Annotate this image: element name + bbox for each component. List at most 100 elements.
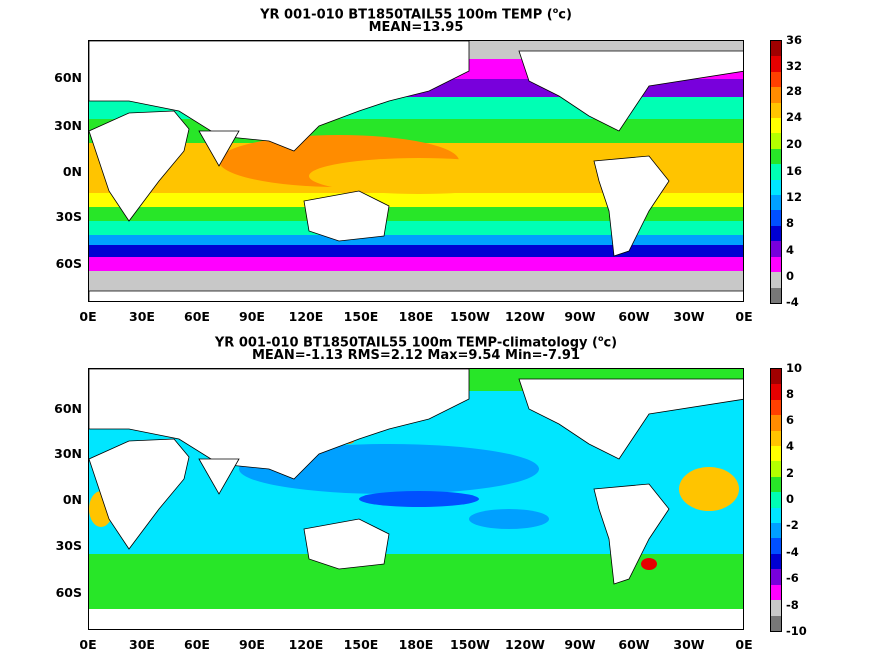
top-ylabel-0n: 0N <box>62 164 82 179</box>
colorbar-swatch <box>771 553 781 570</box>
bottom-cbar-label: -6 <box>786 571 799 585</box>
top-cbar-label: 36 <box>786 33 803 47</box>
colorbar-swatch <box>771 492 781 508</box>
colorbar-swatch <box>771 569 781 585</box>
top-cbar-label: 8 <box>786 216 795 230</box>
colorbar-swatch <box>771 118 781 134</box>
colorbar-swatch <box>771 430 781 447</box>
bottom-cbar-label: 0 <box>786 492 795 506</box>
bottom-map-svg <box>89 369 743 629</box>
colorbar-swatch <box>771 272 781 288</box>
top-ylabel-60n: 60N <box>54 70 82 85</box>
colorbar-swatch <box>771 133 781 149</box>
top-xlabel: 90E <box>239 309 265 324</box>
bottom-xlabel: 120E <box>288 637 324 652</box>
top-cbar-label: 0 <box>786 269 795 283</box>
colorbar-swatch <box>771 179 781 196</box>
bottom-xlabel: 60W <box>618 637 650 652</box>
top-cbar-label: 4 <box>786 243 795 257</box>
bottom-cbar-label: 10 <box>786 361 803 375</box>
bottom-xlabel: 0E <box>735 637 753 652</box>
top-xlabel: 60W <box>618 309 650 324</box>
colorbar-swatch <box>771 210 781 226</box>
colorbar-swatch <box>771 87 781 103</box>
colorbar-swatch <box>771 148 781 165</box>
bottom-xlabel: 30E <box>129 637 155 652</box>
top-xlabel: 150W <box>450 309 490 324</box>
bottom-xlabel: 90W <box>564 637 596 652</box>
top-cbar-label: 16 <box>786 164 803 178</box>
bottom-cbar-label: -2 <box>786 518 799 532</box>
bottom-panel-subtitle: MEAN=-1.13 RMS=2.12 Max=9.54 Min=-7.91 <box>251 348 581 363</box>
top-xlabel: 180E <box>398 309 434 324</box>
bottom-xlabel: 150W <box>450 637 490 652</box>
colorbar-swatch <box>771 476 781 493</box>
bottom-xlabel: 150E <box>343 637 379 652</box>
colorbar-swatch <box>771 584 781 601</box>
top-xlabel: 120W <box>505 309 545 324</box>
colorbar-swatch <box>771 195 781 211</box>
top-ylabel-30n: 30N <box>54 118 82 133</box>
top-map-svg <box>89 41 743 301</box>
bottom-ylabel-30s: 30S <box>55 538 82 553</box>
top-xlabel: 30E <box>129 309 155 324</box>
bottom-ylabel-30n: 30N <box>54 446 82 461</box>
bottom-cbar-label: -8 <box>786 598 799 612</box>
top-ylabel-30s: 30S <box>55 209 82 224</box>
colorbar-swatch <box>771 369 781 385</box>
bottom-ylabel-0n: 0N <box>62 492 82 507</box>
bottom-xlabel: 120W <box>505 637 545 652</box>
colorbar-swatch <box>771 461 781 477</box>
bottom-cbar-label: 6 <box>786 413 795 427</box>
top-panel-title: YR 001-010 BT1850TAIL55 100m TEMP (oc) <box>260 6 572 23</box>
bottom-anomaly-map <box>88 368 744 630</box>
bottom-ylabel-60s: 60S <box>55 585 82 600</box>
top-cbar-label: 32 <box>786 59 803 73</box>
bottom-cbar-label: 2 <box>786 466 795 480</box>
top-colorbar <box>770 40 782 304</box>
colorbar-swatch <box>771 256 781 273</box>
top-cbar-label: 20 <box>786 137 803 151</box>
colorbar-swatch <box>771 164 781 180</box>
colorbar-swatch <box>771 71 781 88</box>
top-cbar-label: 12 <box>786 190 803 204</box>
bottom-xlabel: 0E <box>79 637 97 652</box>
colorbar-swatch <box>771 446 781 462</box>
top-panel-subtitle: MEAN=13.95 <box>368 20 464 35</box>
colorbar-swatch <box>771 415 781 431</box>
bottom-xlabel: 60E <box>184 637 210 652</box>
bottom-cbar-label: -4 <box>786 545 799 559</box>
top-cbar-label: -4 <box>786 295 799 309</box>
bottom-cbar-label: 4 <box>786 439 795 453</box>
colorbar-swatch <box>771 241 781 257</box>
top-cbar-label: 24 <box>786 110 803 124</box>
colorbar-swatch <box>771 538 781 554</box>
bottom-panel-title: YR 001-010 BT1850TAIL55 100m TEMP-climat… <box>214 334 618 351</box>
top-xlabel: 120E <box>288 309 324 324</box>
bottom-xlabel: 180E <box>398 637 434 652</box>
colorbar-swatch <box>771 399 781 416</box>
colorbar-swatch <box>771 384 781 400</box>
top-temperature-map <box>88 40 744 302</box>
colorbar-swatch <box>771 600 781 616</box>
top-xlabel: 0E <box>735 309 753 324</box>
top-xlabel: 30W <box>673 309 705 324</box>
bottom-ylabel-60n: 60N <box>54 401 82 416</box>
top-cbar-label: 28 <box>786 84 803 98</box>
colorbar-swatch <box>771 56 781 72</box>
colorbar-swatch <box>771 225 781 242</box>
top-xlabel: 0E <box>79 309 97 324</box>
bottom-xlabel: 90E <box>239 637 265 652</box>
top-xlabel: 90W <box>564 309 596 324</box>
bottom-xlabel: 30W <box>673 637 705 652</box>
top-ylabel-60s: 60S <box>55 256 82 271</box>
bottom-colorbar <box>770 368 782 632</box>
colorbar-swatch <box>771 523 781 539</box>
top-xlabel: 150E <box>343 309 379 324</box>
bottom-cbar-label: 8 <box>786 387 795 401</box>
colorbar-swatch <box>771 507 781 524</box>
top-xlabel: 60E <box>184 309 210 324</box>
colorbar-swatch <box>771 287 781 303</box>
bottom-cbar-label: -10 <box>786 624 807 638</box>
colorbar-swatch <box>771 102 781 119</box>
